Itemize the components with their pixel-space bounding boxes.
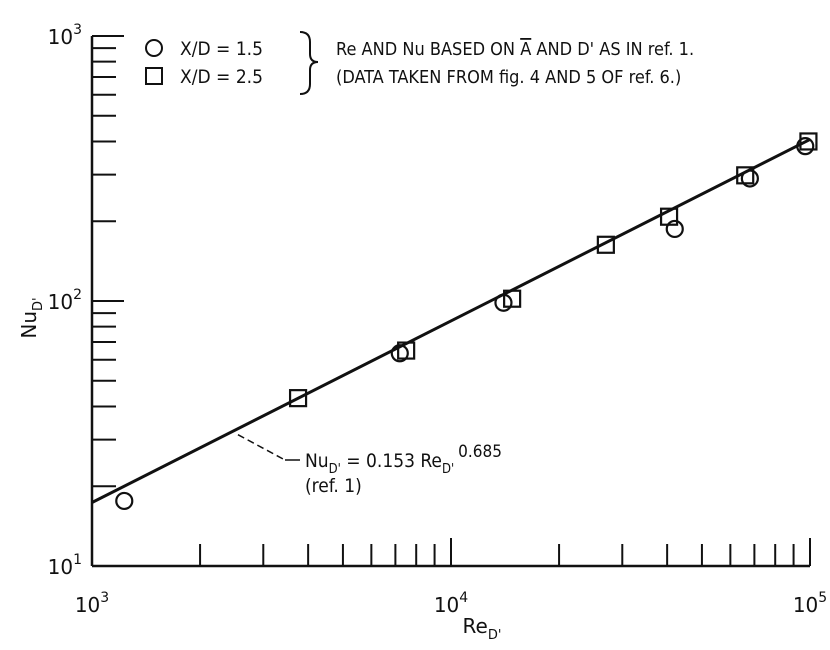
data-point-circle (115, 491, 134, 511)
data-point-square (503, 289, 522, 308)
annotation-equation: NuD' = 0.153 ReD'0.685 (305, 442, 502, 477)
legend-label-circle: X/D = 1.5 (180, 38, 263, 60)
data-point-circle (796, 137, 815, 156)
legend-brace (299, 31, 319, 95)
y-tick-label: 102 (48, 287, 82, 314)
data-point-square (659, 207, 679, 226)
data-point-square (736, 166, 755, 185)
legend-note-line-2: (DATA TAKEN FROM fig. 4 AND 5 OF ref. 6.… (336, 67, 681, 88)
data-point-square (397, 341, 416, 360)
y-tick-label: 103 (48, 22, 82, 49)
data-point-circle (665, 219, 684, 239)
legend-marker-circle (145, 39, 163, 57)
fit-line-group (91, 138, 811, 504)
fit-annotation: NuD' = 0.153 ReD'0.685 (ref. 1) (237, 434, 502, 497)
annotation-reference: (ref. 1) (305, 475, 362, 497)
data-point-square (596, 235, 615, 254)
data-points (115, 132, 818, 511)
data-point-circle (740, 169, 759, 188)
y-axis-label: NuD' (17, 297, 46, 338)
x-tick-label: 105 (793, 590, 827, 617)
data-point-square (799, 132, 818, 151)
axes: 103 104 105 101 102 103 (48, 22, 828, 617)
legend-label-square: X/D = 2.5 (180, 66, 263, 88)
legend: X/D = 1.5 X/D = 2.5 Re AND Nu BASED ON A… (145, 31, 694, 95)
legend-note-line-1: Re AND Nu BASED ON A AND D' AS IN ref. 1… (336, 39, 694, 60)
data-point-square (288, 389, 308, 408)
x-tick-label: 103 (75, 590, 109, 617)
legend-marker-square (145, 67, 163, 85)
annotation-leader (237, 434, 286, 461)
data-point-circle (390, 344, 409, 363)
x-axis-label: ReD' (463, 614, 502, 643)
y-tick-label: 101 (48, 552, 82, 579)
x-tick-label: 104 (434, 590, 468, 617)
overlined-symbol: A (520, 39, 531, 60)
fit-line (91, 138, 811, 504)
